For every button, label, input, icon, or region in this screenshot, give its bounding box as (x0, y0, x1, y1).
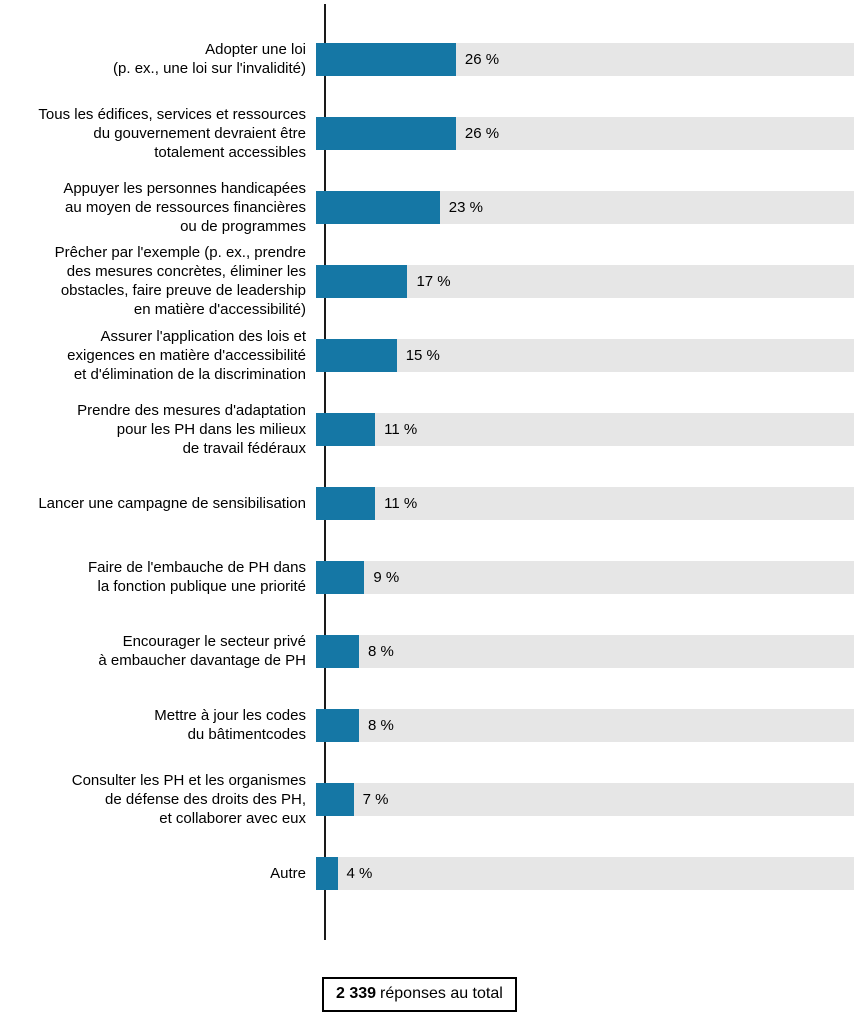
bar (316, 264, 408, 298)
bar (316, 42, 456, 76)
value-label: 15 % (405, 346, 440, 364)
chart-row: Faire de l'embauche de PH dans la foncti… (0, 540, 854, 614)
chart-row: Appuyer les personnes handicapées au moy… (0, 170, 854, 244)
chart-row: Assurer l'application des lois et exigen… (0, 318, 854, 392)
bar (316, 856, 338, 890)
category-label: Encourager le secteur privé à embaucher … (98, 633, 306, 669)
bar-track: 26 % (316, 116, 854, 150)
value-label: 8 % (368, 716, 394, 734)
total-responses-box: 2 339 réponses au total (322, 977, 517, 1012)
chart-row: Adopter une loi (p. ex., une loi sur l'i… (0, 22, 854, 96)
chart-row: Consulter les PH et les organismes de dé… (0, 762, 854, 836)
value-label: 4 % (346, 864, 373, 882)
chart-row: Prêcher par l'exemple (p. ex., prendre d… (0, 244, 854, 318)
bar-track: 8 % (316, 708, 854, 742)
value-label: 26 % (464, 50, 500, 68)
bar-track: 23 % (316, 190, 854, 224)
total-responses-value: 2 339 (336, 985, 377, 1002)
value-label: 7 % (362, 790, 389, 808)
bar (316, 560, 365, 594)
chart-row: Prendre des mesures d'adaptation pour le… (0, 392, 854, 466)
category-label: Lancer une campagne de sensibilisation (38, 494, 306, 512)
bar (316, 782, 354, 816)
category-label: Consulter les PH et les organismes de dé… (71, 771, 306, 827)
total-responses-label: réponses au total (380, 985, 503, 1002)
category-label: Prêcher par l'exemple (p. ex., prendre d… (54, 244, 306, 318)
bar-track: 17 % (316, 264, 854, 298)
bar (316, 412, 376, 446)
value-label: 23 % (448, 198, 483, 216)
chart-row: Mettre à jour les codes du bâtimentcodes… (0, 688, 854, 762)
value-label: 8 % (368, 642, 394, 660)
horizontal-bar-chart: Adopter une loi (p. ex., une loi sur l'i… (0, 4, 854, 940)
bar (316, 634, 360, 668)
bar-track: 26 % (316, 42, 854, 76)
bar-track: 4 % (316, 856, 854, 890)
category-label: Tous les édifices, services et ressource… (38, 105, 306, 161)
value-label: 17 % (416, 272, 451, 290)
category-label: Faire de l'embauche de PH dans la foncti… (88, 559, 306, 595)
category-label: Adopter une loi (p. ex., une loi sur l'i… (113, 41, 306, 77)
category-label: Assurer l'application des lois et exigen… (67, 327, 306, 383)
bar (316, 708, 360, 742)
chart-row: Lancer une campagne de sensibilisation 11… (0, 466, 854, 540)
chart-row: Encourager le secteur privé à embaucher … (0, 614, 854, 688)
bar-track: 11 % (316, 486, 854, 520)
bar (316, 190, 440, 224)
bar-track: 8 % (316, 634, 854, 668)
bar-track: 11 % (316, 412, 854, 446)
bar-track: 9 % (316, 560, 854, 594)
category-label: Autre (270, 864, 306, 882)
value-label: 26 % (464, 124, 500, 142)
value-label: 11 % (384, 494, 418, 512)
bar-track: 15 % (316, 338, 854, 372)
bar-track: 7 % (316, 782, 854, 816)
value-label: 11 % (384, 420, 418, 438)
bar (316, 486, 376, 520)
value-label: 9 % (373, 568, 400, 586)
category-label: Appuyer les personnes handicapées au moy… (63, 179, 306, 235)
chart-row: Autre 4 % (0, 836, 854, 910)
y-axis-line (324, 4, 326, 940)
bar (316, 338, 397, 372)
bar (316, 116, 456, 150)
category-label: Mettre à jour les codes du bâtimentcodes (154, 707, 306, 743)
category-label: Prendre des mesures d'adaptation pour le… (77, 401, 306, 457)
chart-row: Tous les édifices, services et ressource… (0, 96, 854, 170)
